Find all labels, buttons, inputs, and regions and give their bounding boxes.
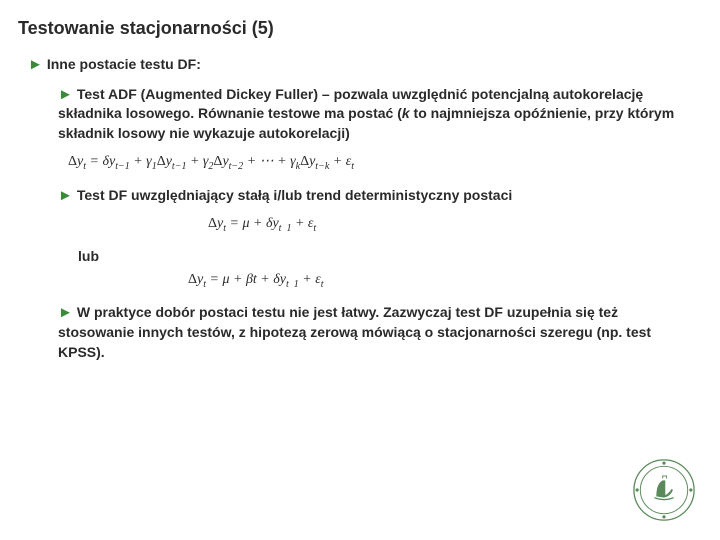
arrow-icon: ►	[58, 187, 73, 204]
sgh-logo-icon	[632, 458, 696, 522]
item-2-text: Test DF uwzględniający stałą i/lub trend…	[77, 187, 512, 203]
item-2: ►Test DF uwzględniający stałą i/lub tren…	[58, 186, 696, 206]
equation-3: Δyt = μ + βt + δyt 1 + εt	[188, 272, 696, 290]
equation-1: Δyt = δyt−1 + γ1Δyt−1 + γ2Δyt−2 + ⋯ + γk…	[68, 153, 696, 172]
equation-2: Δyt = μ + δyt 1 + εt	[208, 216, 696, 234]
lub-label: lub	[78, 248, 696, 264]
heading-row: ►Inne postacie testu DF:	[28, 55, 696, 75]
item-1: ►Test ADF (Augmented Dickey Fuller) – po…	[58, 85, 696, 144]
heading-text: Inne postacie testu DF:	[47, 56, 201, 72]
arrow-icon: ►	[58, 86, 73, 103]
arrow-icon: ►	[58, 304, 73, 321]
item-3-text: W praktyce dobór postaci testu nie jest …	[58, 304, 651, 359]
item-1-text: Test ADF (Augmented Dickey Fuller) – poz…	[58, 86, 674, 141]
item-3: ►W praktyce dobór postaci testu nie jest…	[58, 303, 696, 362]
page-title: Testowanie stacjonarności (5)	[18, 18, 696, 39]
arrow-icon: ►	[28, 56, 43, 73]
